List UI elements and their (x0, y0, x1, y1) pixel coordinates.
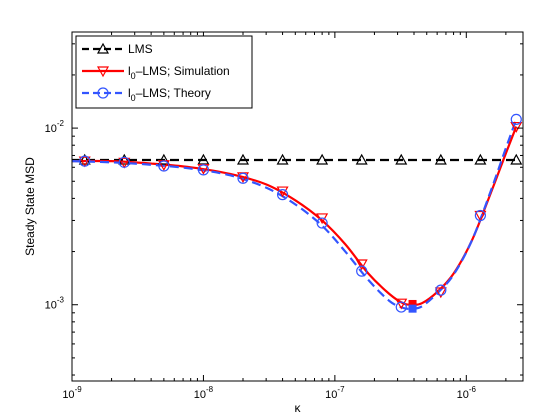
legend-marker-2 (97, 87, 109, 99)
series-0-point-5 (276, 153, 289, 165)
legend-marker-1 (96, 66, 110, 78)
series-0-point-7 (355, 153, 368, 165)
series-2-point-8 (395, 301, 407, 313)
series-markers (78, 113, 523, 313)
series-2-point-10 (474, 209, 486, 222)
series-2-point-7 (356, 265, 368, 277)
legend-label-0: LMS (128, 42, 153, 56)
series-0-point-2 (157, 153, 170, 165)
series-2-point-1 (118, 156, 130, 168)
series-0-point-4 (236, 153, 250, 165)
legend: LMS l0–LMS; Simulation l0–LMS; Theory (75, 35, 253, 109)
series-2-point-4 (237, 172, 249, 184)
x-axis-title: κ (295, 401, 302, 415)
legend-marker-0 (96, 42, 110, 54)
series-1-point-5 (276, 186, 289, 198)
series-1-point-7 (355, 259, 368, 271)
series-2-point-11 (510, 113, 522, 126)
y-tick-label-1: 10-2 (45, 119, 65, 135)
legend-label-1: l0–LMS; Simulation (128, 64, 230, 81)
series-2-min-marker (408, 304, 417, 313)
series-0-point-9 (434, 153, 447, 165)
series-2-point-5 (276, 189, 289, 201)
y-axis-title: Steady State MSD (23, 157, 37, 256)
x-tick-label-0: 10-9 (62, 385, 82, 401)
axes: 10-9 10-8 10-7 10-6 10-3 10-2 κ Steady State MS… (23, 31, 524, 415)
series-2-point-2 (158, 160, 170, 172)
series-0-point-8 (395, 153, 408, 165)
x-tick-label-3: 10-6 (457, 385, 477, 401)
series-0-point-0 (78, 153, 91, 165)
series-0-point-6 (316, 153, 329, 165)
series-curves (71, 119, 518, 310)
x-tick-label-2: 10-7 (325, 385, 345, 401)
series-1-point-11 (510, 121, 523, 133)
plot-frame (71, 31, 524, 382)
series-0-point-1 (118, 153, 131, 165)
series-0-point-11 (510, 153, 523, 165)
series-0-point-10 (474, 153, 487, 165)
series-1-point-8 (395, 298, 408, 310)
series-1-point-0 (78, 156, 91, 168)
series-1-min-marker (408, 299, 417, 308)
series-line-2 (71, 119, 518, 310)
series-2-point-3 (197, 164, 210, 176)
series-0-point-3 (197, 153, 210, 165)
series-2-point-6 (316, 217, 328, 229)
series-1-point-1 (118, 157, 131, 169)
series-1-point-10 (474, 210, 487, 222)
legend-label-2: l0–LMS; Theory (128, 86, 211, 103)
y-tick-label-0: 10-3 (45, 296, 65, 312)
series-2-point-9 (435, 284, 447, 296)
series-2-point-0 (79, 155, 91, 167)
x-tick-label-1: 10-8 (194, 385, 214, 401)
series-1-point-9 (434, 287, 447, 299)
